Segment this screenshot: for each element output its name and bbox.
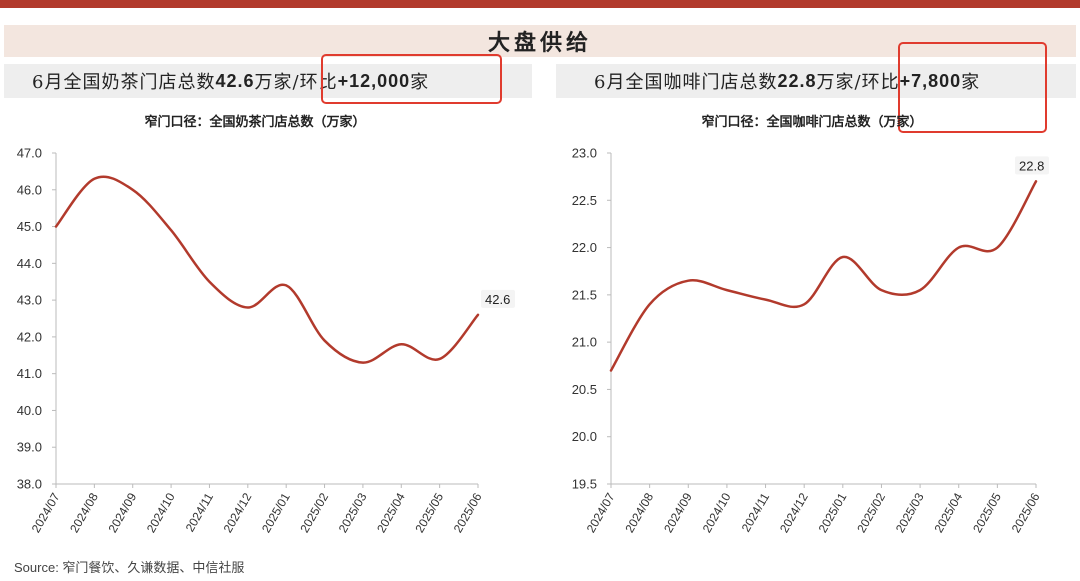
- milk-tea-x-tick-label: 2025/02: [297, 490, 331, 535]
- source-note: Source: 窄门餐饮、久谦数据、中信社服: [14, 560, 245, 575]
- coffee-headline-value: 22.8: [777, 70, 817, 91]
- coffee-x-tick-label: 2025/02: [854, 490, 888, 535]
- milk-tea-x-tick-label: 2024/11: [183, 490, 217, 534]
- coffee-y-tick-label: 20.5: [572, 382, 597, 397]
- coffee-x-tick-label: 2024/08: [622, 490, 656, 535]
- milk-tea-headline-value: 42.6: [215, 70, 255, 91]
- coffee-change-highlight-box: [898, 42, 1047, 133]
- coffee-x-tick-label: 2024/07: [584, 490, 618, 535]
- coffee-x-tick-label: 2025/01: [816, 490, 850, 535]
- coffee-x-tick-label: 2025/04: [932, 490, 966, 535]
- milk-tea-x-tick-label: 2025/04: [374, 490, 408, 535]
- coffee-x-tick-label: 2025/06: [1009, 490, 1043, 535]
- coffee-y-tick-label: 23.0: [572, 146, 597, 161]
- coffee-headline-pre: 6月全国咖啡门店总数: [594, 72, 778, 93]
- milk-tea-x-tick-label: 2025/05: [412, 490, 446, 535]
- milk-tea-y-tick-label: 42.0: [17, 329, 42, 344]
- milk-tea-y-tick-label: 40.0: [17, 403, 42, 418]
- coffee-x-tick-label: 2024/09: [661, 490, 695, 535]
- milk-tea-x-tick-label: 2025/06: [451, 490, 485, 535]
- coffee-headline-post: 家: [961, 72, 981, 93]
- coffee-end-label-box: [1015, 156, 1049, 175]
- coffee-series-line: [609, 180, 1038, 372]
- milk-tea-headline-post: 家: [410, 72, 430, 93]
- milk-tea-end-label: 42.6: [485, 292, 510, 307]
- milk-tea-series-line: [54, 175, 480, 364]
- coffee-y-tick-label: 19.5: [572, 477, 597, 492]
- milk-tea-change-highlight-box: [321, 54, 502, 104]
- milk-tea-x-tick-label: 2025/03: [336, 490, 370, 535]
- coffee-x-tick-label: 2024/10: [700, 490, 734, 535]
- milk-tea-headline-mid: 万家/环比: [254, 72, 338, 93]
- milk-tea-x-tick-label: 2025/01: [259, 490, 293, 535]
- coffee-y-tick-label: 21.5: [572, 287, 597, 302]
- milk-tea-y-tick-label: 47.0: [17, 146, 42, 161]
- milk-tea-y-tick-label: 46.0: [17, 182, 42, 197]
- milk-tea-x-tick-label: 2024/12: [221, 490, 255, 535]
- milk-tea-y-tick-label: 38.0: [17, 477, 42, 492]
- coffee-x-tick-label: 2025/03: [893, 490, 927, 535]
- milk-tea-y-tick-label: 43.0: [17, 293, 42, 308]
- milk-tea-x-tick-label: 2024/09: [106, 490, 140, 535]
- milk-tea-y-tick-label: 39.0: [17, 440, 42, 455]
- coffee-headline-mid: 万家/环比: [816, 72, 900, 93]
- coffee-x-tick-label: 2024/12: [777, 490, 811, 535]
- milk-tea-y-tick-label: 41.0: [17, 366, 42, 381]
- coffee-x-tick-label: 2025/05: [970, 490, 1004, 535]
- banner-title: 大盘供给: [487, 30, 592, 56]
- milk-tea-y-tick-label: 44.0: [17, 256, 42, 271]
- coffee-y-tick-label: 21.0: [572, 335, 597, 350]
- milk-tea-headline: 6月全国奶茶门店总数 42.6 万家/环比 +12,000 家: [4, 64, 532, 98]
- coffee-end-label: 22.8: [1019, 158, 1044, 173]
- coffee-y-tick-label: 20.0: [572, 429, 597, 444]
- top-accent-bar: [0, 0, 1080, 8]
- coffee-y-tick-label: 22.5: [572, 193, 597, 208]
- milk-tea-y-tick-label: 45.0: [17, 219, 42, 234]
- coffee-y-tick-label: 22.0: [572, 240, 597, 255]
- milk-tea-x-tick-label: 2024/08: [67, 490, 101, 535]
- coffee-chart-title: 窄门口径：全国咖啡门店总数（万家）: [701, 114, 922, 129]
- milk-tea-x-tick-label: 2024/07: [29, 490, 63, 535]
- coffee-x-tick-label: 2024/11: [739, 490, 773, 534]
- milk-tea-chart-title: 窄门口径：全国奶茶门店总数（万家）: [144, 114, 365, 129]
- section-banner: 大盘供给: [4, 25, 1076, 57]
- coffee-headline: 6月全国咖啡门店总数 22.8 万家/环比 +7,800 家: [556, 64, 1076, 98]
- milk-tea-headline-pre: 6月全国奶茶门店总数: [32, 72, 216, 93]
- milk-tea-x-tick-label: 2024/10: [144, 490, 178, 535]
- milk-tea-end-label-box: [481, 289, 515, 308]
- milk-tea-headline-change: +12,000: [337, 70, 411, 91]
- coffee-headline-change: +7,800: [899, 70, 962, 91]
